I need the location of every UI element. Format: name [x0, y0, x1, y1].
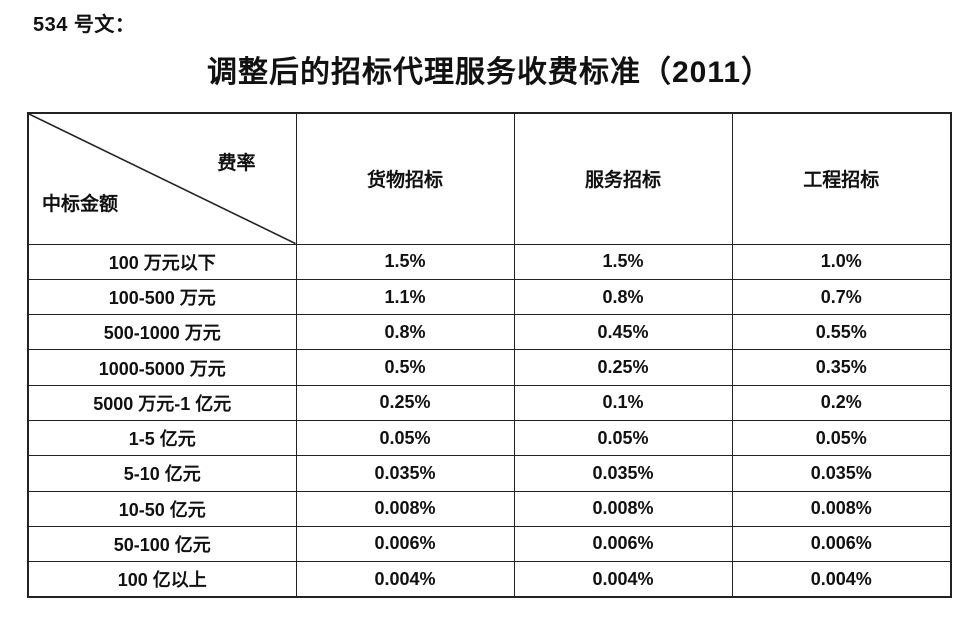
corner-label-amount: 中标金额 — [42, 193, 119, 215]
table-row: 500-1000 万元 0.8% 0.45% 0.55% — [27, 314, 952, 351]
rate-cell-service: 0.25% — [513, 349, 733, 386]
rate-cell-goods: 0.008% — [295, 490, 515, 527]
rate-cell-works: 0.55% — [731, 314, 952, 351]
rate-cell-service: 0.45% — [513, 314, 733, 351]
rate-cell-service: 0.008% — [513, 490, 733, 527]
table-header-row: 费率 中标金额 货物招标 服务招标 工程招标 — [27, 112, 952, 245]
rate-cell-works: 0.006% — [731, 525, 952, 563]
rate-cell-works: 0.008% — [731, 490, 952, 527]
rate-cell-goods: 0.006% — [295, 525, 515, 563]
rate-cell-goods: 0.5% — [295, 349, 515, 386]
amount-cell: 100-500 万元 — [27, 278, 297, 316]
rate-cell-service: 0.1% — [513, 384, 733, 421]
rate-cell-service: 1.5% — [513, 243, 733, 280]
doc-number: 534 号文： — [33, 14, 136, 36]
rate-cell-service: 0.05% — [513, 419, 733, 457]
rate-cell-service: 0.8% — [513, 278, 733, 316]
rate-cell-works: 0.2% — [731, 384, 952, 421]
corner-label-rate: 费率 — [217, 153, 256, 174]
rate-cell-goods: 1.5% — [295, 243, 515, 280]
page-title: 调整后的招标代理服务收费标准（2011） — [206, 56, 773, 89]
table-row: 5000 万元-1 亿元 0.25% 0.1% 0.2% — [27, 384, 952, 421]
table-row: 10-50 亿元 0.008% 0.008% 0.008% — [27, 490, 952, 527]
rate-cell-goods: 0.25% — [295, 384, 515, 421]
amount-cell: 10-50 亿元 — [27, 490, 297, 527]
rate-cell-goods: 1.1% — [295, 278, 515, 316]
rate-cell-service: 0.006% — [513, 525, 733, 563]
table-row: 50-100 亿元 0.006% 0.006% 0.006% — [27, 525, 952, 563]
rate-cell-works: 1.0% — [731, 243, 952, 280]
table-row: 1000-5000 万元 0.5% 0.25% 0.35% — [27, 349, 952, 386]
amount-cell: 1-5 亿元 — [27, 419, 297, 457]
rate-cell-service: 0.035% — [513, 455, 733, 492]
table-row: 100-500 万元 1.1% 0.8% 0.7% — [27, 278, 952, 316]
amount-cell: 100 万元以下 — [27, 243, 297, 280]
rate-cell-works: 0.7% — [731, 278, 952, 316]
rate-cell-works: 0.004% — [731, 561, 952, 598]
rate-cell-goods: 0.035% — [295, 455, 515, 492]
amount-cell: 100 亿以上 — [27, 561, 297, 598]
rate-cell-works: 0.35% — [731, 349, 952, 386]
amount-cell: 500-1000 万元 — [27, 314, 297, 351]
fee-table: 费率 中标金额 货物招标 服务招标 工程招标 100 万元以下 1.5% 1.5… — [27, 112, 952, 598]
table-row: 5-10 亿元 0.035% 0.035% 0.035% — [27, 455, 952, 492]
table-row: 100 亿以上 0.004% 0.004% 0.004% — [27, 561, 952, 598]
rate-cell-works: 0.035% — [731, 455, 952, 492]
column-header-goods: 货物招标 — [295, 112, 515, 245]
column-header-service: 服务招标 — [513, 112, 733, 245]
rate-cell-works: 0.05% — [731, 419, 952, 457]
rate-cell-service: 0.004% — [513, 561, 733, 598]
amount-cell: 5-10 亿元 — [27, 455, 297, 492]
rate-cell-goods: 0.004% — [295, 561, 515, 598]
table-row: 1-5 亿元 0.05% 0.05% 0.05% — [27, 419, 952, 457]
column-header-works: 工程招标 — [731, 112, 952, 245]
rate-cell-goods: 0.8% — [295, 314, 515, 351]
diagonal-divider — [29, 114, 296, 244]
amount-cell: 50-100 亿元 — [27, 525, 297, 563]
table-row: 100 万元以下 1.5% 1.5% 1.0% — [27, 243, 952, 280]
amount-cell: 1000-5000 万元 — [27, 349, 297, 386]
amount-cell: 5000 万元-1 亿元 — [27, 384, 297, 421]
rate-cell-goods: 0.05% — [295, 419, 515, 457]
corner-header-cell: 费率 中标金额 — [27, 112, 297, 245]
